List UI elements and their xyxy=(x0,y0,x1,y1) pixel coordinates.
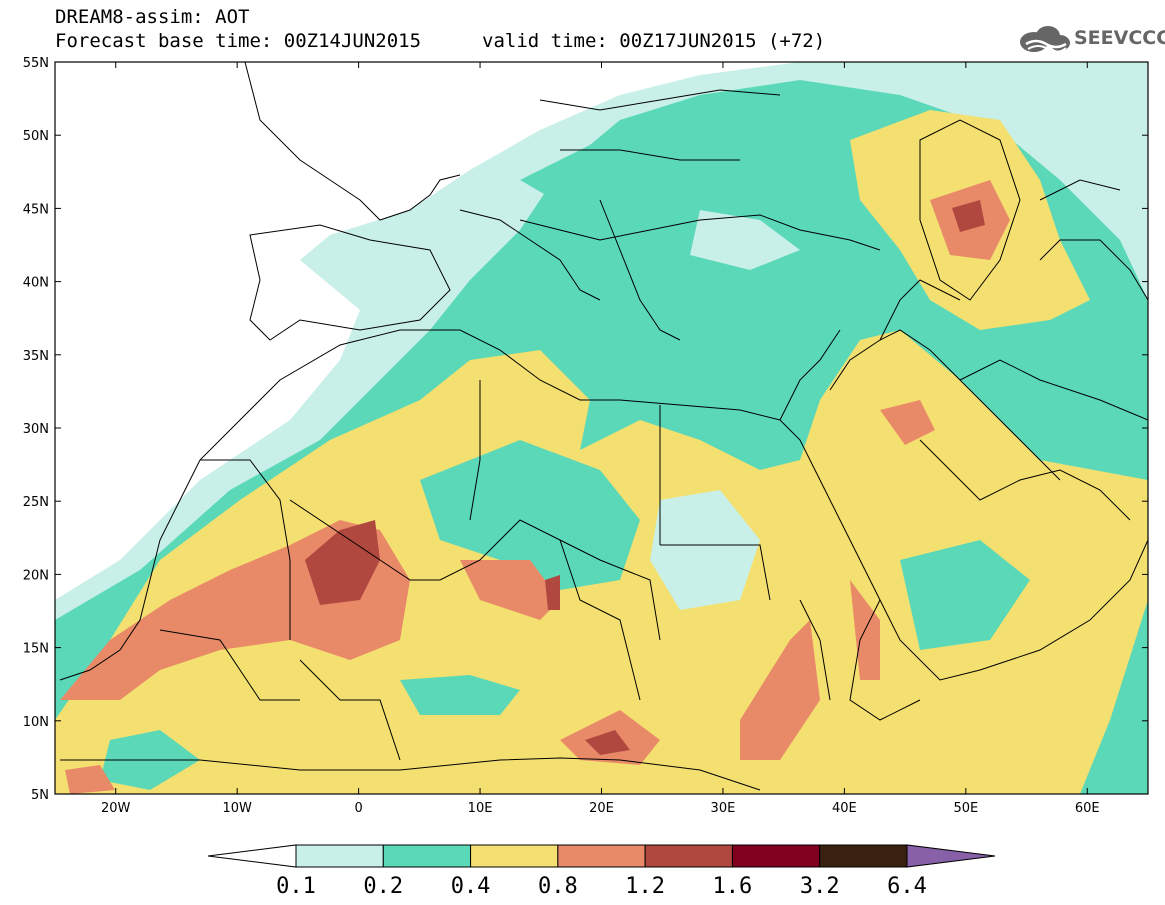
colorbar-label: 6.4 xyxy=(887,874,927,899)
lon-tick-label: 30E xyxy=(711,801,736,816)
lat-tick-label: 30N xyxy=(23,422,49,437)
colorbar-label: 1.2 xyxy=(625,874,665,899)
colorbar-label: 0.8 xyxy=(538,874,578,899)
colorbar-segment xyxy=(470,844,559,868)
lon-tick-label: 40E xyxy=(832,801,857,816)
aot-field xyxy=(55,62,1148,794)
lon-tick-label: 0 xyxy=(354,801,362,816)
lon-tick-label: 60E xyxy=(1075,801,1100,816)
logo-text: SEEVCCC xyxy=(1074,27,1165,49)
latitude-axis: 55N 50N 45N 40N 35N 30N 25N 20N 15N 10N 5N xyxy=(23,56,1148,803)
lon-tick-label: 10E xyxy=(468,801,493,816)
lat-tick-label: 55N xyxy=(23,56,49,71)
colorbar-label: 3.2 xyxy=(800,874,840,899)
lon-tick-label: 10W xyxy=(222,801,252,816)
lon-tick-label: 20E xyxy=(589,801,614,816)
lat-tick-label: 15N xyxy=(23,642,49,657)
colorbar-label: 1.6 xyxy=(713,874,753,899)
valid-time: valid time: 00Z17JUN2015 (+72) xyxy=(482,30,826,52)
colorbar-segment xyxy=(557,844,646,868)
colorbar-segment xyxy=(644,844,733,868)
colorbar-segment xyxy=(731,844,821,868)
lat-tick-label: 35N xyxy=(23,349,49,364)
longitude-axis: 20W 10W 0 10E 20E 30E 40E 50E 60E xyxy=(101,62,1100,816)
lat-tick-label: 45N xyxy=(23,202,49,217)
cloud-icon xyxy=(1020,26,1070,53)
lat-tick-label: 50N xyxy=(23,129,49,144)
lat-tick-label: 20N xyxy=(23,568,49,583)
forecast-base-time: Forecast base time: 00Z14JUN2015 xyxy=(55,30,422,52)
colorbar: 0.1 0.2 0.4 0.8 1.2 1.6 3.2 6.4 xyxy=(207,844,996,899)
colorbar-max-triangle xyxy=(906,844,996,868)
colorbar-min-triangle xyxy=(207,844,297,868)
colorbar-label: 0.2 xyxy=(363,874,403,899)
lat-tick-label: 40N xyxy=(23,276,49,291)
colorbar-label: 0.1 xyxy=(276,874,316,899)
lon-tick-label: 50E xyxy=(953,801,978,816)
map-title: DREAM8-assim: AOT xyxy=(55,6,250,28)
colorbar-segment xyxy=(382,844,472,868)
coastlines xyxy=(59,62,1148,791)
lon-tick-label: 20W xyxy=(101,801,131,816)
colorbar-segment xyxy=(819,844,908,868)
lat-tick-label: 5N xyxy=(31,788,49,803)
colorbar-label: 0.4 xyxy=(451,874,491,899)
colorbar-segment xyxy=(295,844,384,868)
lat-tick-label: 10N xyxy=(23,715,49,730)
lat-tick-label: 25N xyxy=(23,495,49,510)
